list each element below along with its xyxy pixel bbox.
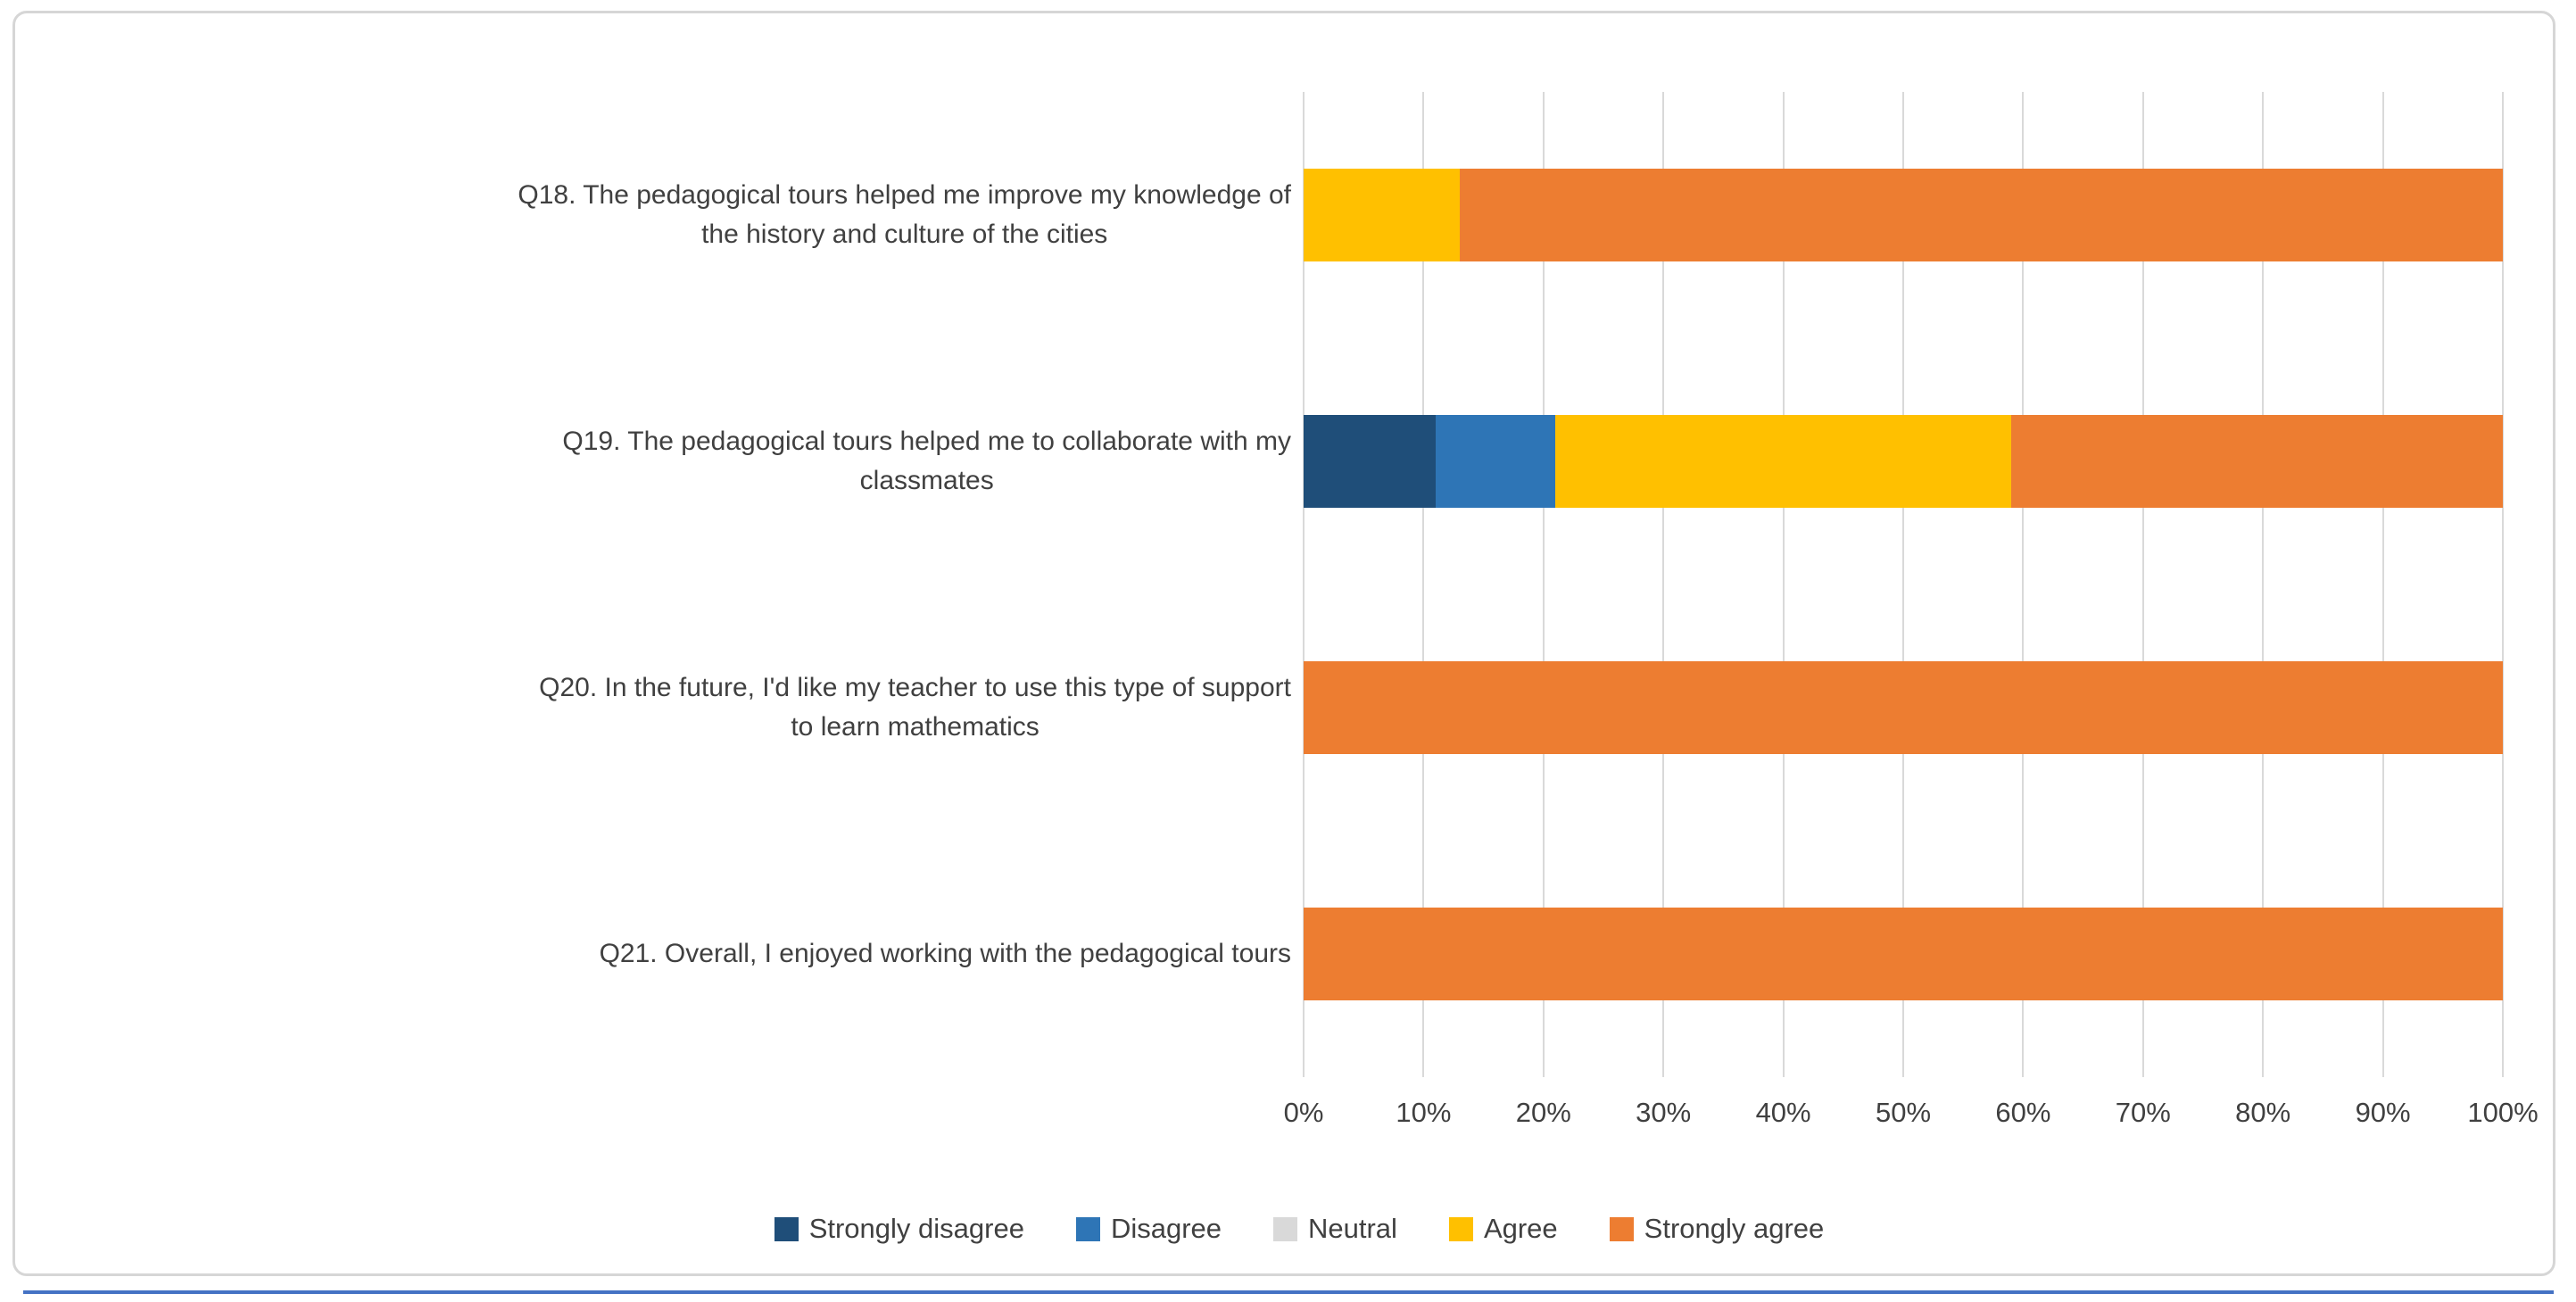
- x-axis-tick: 40%: [1755, 1097, 1811, 1128]
- legend-label-neutral: Neutral: [1308, 1213, 1397, 1244]
- gridline: [1422, 92, 1425, 1077]
- category-label-q21: Q21. Overall, I enjoyed working with the…: [599, 939, 1291, 968]
- legend-swatch-neutral: [1273, 1216, 1297, 1241]
- legend-label-strongly-agree: Strongly agree: [1644, 1213, 1825, 1244]
- x-axis-tick: 20%: [1515, 1097, 1571, 1128]
- legend-item-strongly-disagree: Strongly disagree: [774, 1213, 1024, 1245]
- x-axis-tick: 60%: [1995, 1097, 2051, 1128]
- category-row: Q19. The pedagogical tours helped me to …: [51, 338, 1291, 585]
- legend-label-disagree: Disagree: [1110, 1213, 1222, 1244]
- legend-swatch-agree: [1448, 1216, 1473, 1241]
- legend-swatch-strongly-disagree: [774, 1216, 799, 1241]
- category-label-q18: Q18. The pedagogical tours helped me imp…: [518, 180, 1291, 249]
- x-axis: 0% 10% 20% 30% 40% 50% 60% 70% 80% 90% 100%: [1284, 1095, 2539, 1134]
- chart-frame: Q18. The pedagogical tours helped me imp…: [12, 11, 2555, 1276]
- bottom-rule: [23, 1290, 2554, 1294]
- legend-label-agree: Agree: [1483, 1213, 1558, 1244]
- bar-segment-strongly-agree: [1459, 169, 2503, 261]
- legend-item-agree: Agree: [1448, 1213, 1558, 1245]
- x-axis-tick: 90%: [2355, 1097, 2411, 1128]
- legend-item-strongly-agree: Strongly agree: [1609, 1213, 1825, 1245]
- legend-item-neutral: Neutral: [1273, 1213, 1397, 1245]
- gridline: [2502, 92, 2504, 1077]
- x-axis-tick: 70%: [2115, 1097, 2171, 1128]
- category-row: Q18. The pedagogical tours helped me imp…: [51, 92, 1291, 338]
- gridline: [2381, 92, 2384, 1077]
- gridline: [1542, 92, 1545, 1077]
- gridline: [2022, 92, 2025, 1077]
- x-axis-tick: 30%: [1636, 1097, 1692, 1128]
- plot-area: [1303, 92, 2504, 1077]
- legend: Strongly disagree Disagree Neutral Agree Str…: [28, 1207, 2571, 1250]
- bar-segment-disagree: [1435, 415, 1556, 508]
- stacked-bar-q21: [1304, 908, 2503, 1000]
- x-axis-tick: 0%: [1283, 1097, 1324, 1128]
- bar-segment-agree: [1304, 169, 1460, 261]
- x-axis-tick: 10%: [1396, 1097, 1452, 1128]
- x-axis-tick: 100%: [2467, 1097, 2539, 1128]
- bar-segment-strongly-agree: [2010, 415, 2503, 508]
- category-row: Q21. Overall, I enjoyed working with the…: [51, 831, 1291, 1077]
- legend-swatch-strongly-agree: [1609, 1216, 1634, 1241]
- gridline: [2141, 92, 2144, 1077]
- gridline: [1662, 92, 1665, 1077]
- legend-label-strongly-disagree: Strongly disagree: [808, 1213, 1024, 1244]
- stacked-bar-q18: [1304, 169, 2503, 261]
- category-label-q19: Q19. The pedagogical tours helped me to …: [562, 427, 1291, 495]
- x-axis-tick: 50%: [1875, 1097, 1932, 1128]
- gridline: [1782, 92, 1785, 1077]
- gridline: [1303, 92, 1305, 1077]
- bar-segment-agree: [1555, 415, 2011, 508]
- bar-segment-strongly-disagree: [1304, 415, 1436, 508]
- category-label-q20: Q20. In the future, I'd like my teacher …: [539, 673, 1291, 742]
- bar-segment-strongly-agree: [1304, 908, 2503, 1000]
- legend-swatch-disagree: [1075, 1216, 1100, 1241]
- stacked-bar-q19: [1304, 415, 2503, 508]
- stacked-bar-q20: [1304, 661, 2503, 754]
- gridline: [2262, 92, 2265, 1077]
- legend-item-disagree: Disagree: [1075, 1213, 1222, 1245]
- bar-segment-strongly-agree: [1304, 661, 2503, 754]
- gridline: [1902, 92, 1904, 1077]
- x-axis-tick: 80%: [2235, 1097, 2291, 1128]
- category-row: Q20. In the future, I'd like my teacher …: [51, 585, 1291, 831]
